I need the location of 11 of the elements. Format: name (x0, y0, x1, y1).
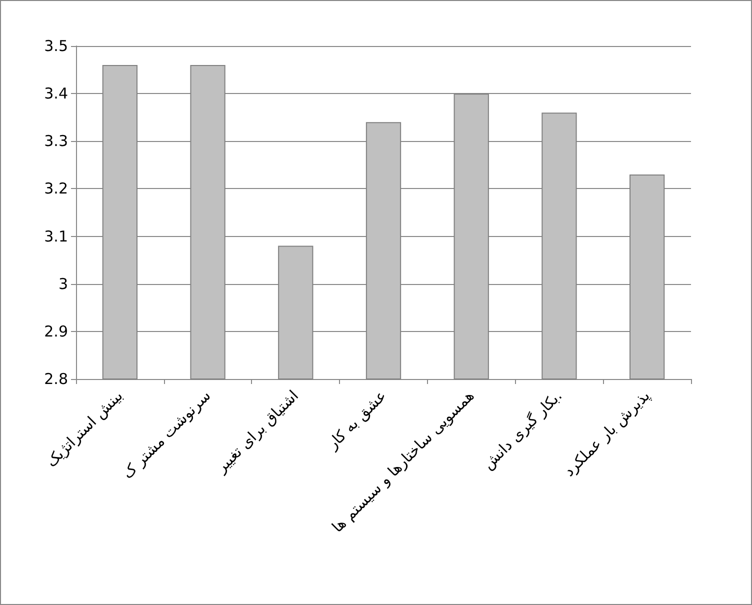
y-tick-label: 2.9 (44, 322, 68, 340)
y-tick-label: 3.1 (44, 227, 68, 246)
x-tick-label: بینش استراتژیک (42, 386, 126, 471)
y-tick-label: 3.5 (44, 37, 68, 55)
y-tick-label: 3 (58, 274, 68, 293)
y-tick-label: 2.8 (44, 370, 68, 388)
x-tick-label: عشق به کار (323, 386, 390, 454)
x-tick-label: اشتیاق برای تغییر (212, 386, 302, 477)
y-tick-label: 3.2 (44, 180, 68, 198)
y-tick-label: 3.3 (44, 132, 68, 150)
y-tick-label: 3.4 (44, 84, 68, 103)
